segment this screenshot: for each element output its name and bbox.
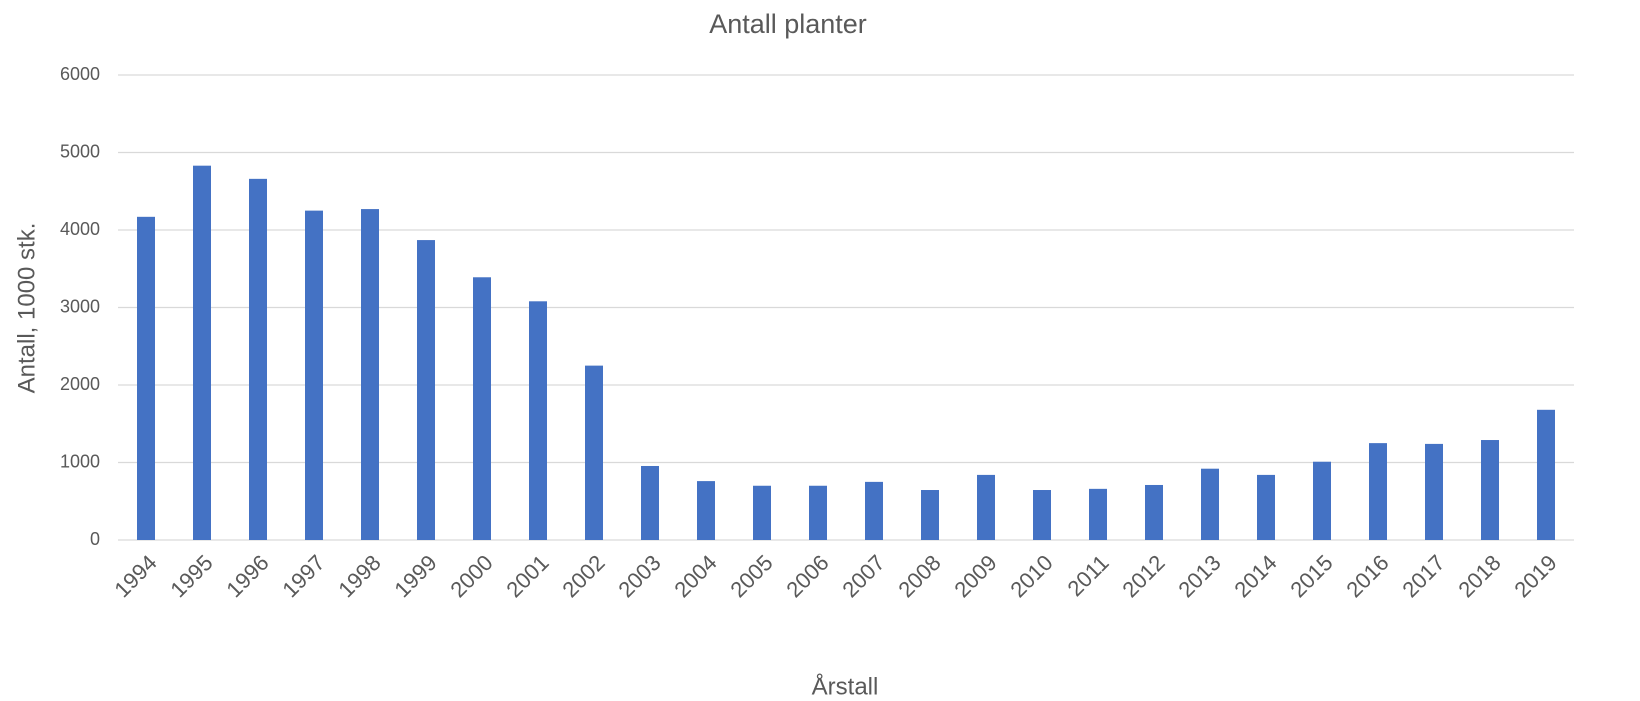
x-tick-label: 1996 <box>221 550 273 602</box>
bar <box>1369 443 1387 540</box>
x-tick-label: 1994 <box>109 550 161 602</box>
bar <box>417 240 435 540</box>
bar <box>641 465 659 540</box>
x-tick-label: 1997 <box>277 550 329 602</box>
bar <box>1313 461 1331 540</box>
x-tick-label: 2019 <box>1509 550 1561 602</box>
x-tick-label: 2002 <box>557 550 609 602</box>
y-axis-title: Antall, 1000 stk. <box>13 223 40 394</box>
bar <box>1257 474 1275 540</box>
bar <box>1089 488 1107 540</box>
x-tick-label: 1995 <box>165 550 217 602</box>
x-tick-label: 2010 <box>1005 550 1057 602</box>
bar <box>1033 490 1051 540</box>
x-tick-label: 1998 <box>333 550 385 602</box>
chart-title: Antall planter <box>709 9 867 39</box>
bar <box>697 481 715 540</box>
bar <box>529 301 547 540</box>
bar <box>809 485 827 540</box>
bar <box>473 277 491 540</box>
bar <box>977 474 995 540</box>
bar <box>361 209 379 540</box>
x-tick-label: 2012 <box>1117 550 1169 602</box>
bar <box>753 485 771 540</box>
x-tick-label: 2011 <box>1063 550 1114 601</box>
x-tick-label: 2005 <box>725 550 777 602</box>
y-tick-label: 3000 <box>60 296 100 316</box>
bar <box>1537 409 1555 540</box>
x-tick-label: 2004 <box>669 550 721 602</box>
x-tick-label: 2018 <box>1453 550 1505 602</box>
x-tick-label: 2001 <box>501 550 553 602</box>
x-tick-label: 2007 <box>837 550 889 602</box>
bar <box>1481 440 1499 540</box>
y-tick-label: 2000 <box>60 374 100 394</box>
x-tick-label: 2015 <box>1285 550 1337 602</box>
bar <box>249 178 267 540</box>
y-tick-label: 4000 <box>60 219 100 239</box>
x-tick-label: 2017 <box>1397 550 1449 602</box>
x-tick-label: 2000 <box>445 550 497 602</box>
bar <box>305 210 323 540</box>
bar <box>1145 484 1163 540</box>
y-tick-label: 0 <box>90 529 100 549</box>
bar <box>585 365 603 540</box>
x-tick-label: 2016 <box>1341 550 1393 602</box>
bar <box>137 216 155 540</box>
y-tick-label: 6000 <box>60 64 100 84</box>
x-tick-label: 2009 <box>949 550 1001 602</box>
y-tick-label: 1000 <box>60 451 100 471</box>
bar <box>921 490 939 540</box>
x-tick-label: 2014 <box>1229 550 1281 602</box>
bar <box>1201 468 1219 540</box>
x-tick-label: 2008 <box>893 550 945 602</box>
bar <box>193 165 211 541</box>
x-tick-label: 1999 <box>389 550 441 602</box>
x-tick-label: 2006 <box>781 550 833 602</box>
bar <box>865 481 883 540</box>
y-tick-label: 5000 <box>60 141 100 161</box>
x-axis-title: Årstall <box>812 672 879 700</box>
x-tick-label: 2003 <box>613 550 665 602</box>
bar <box>1425 443 1443 540</box>
x-tick-label: 2013 <box>1173 550 1225 602</box>
